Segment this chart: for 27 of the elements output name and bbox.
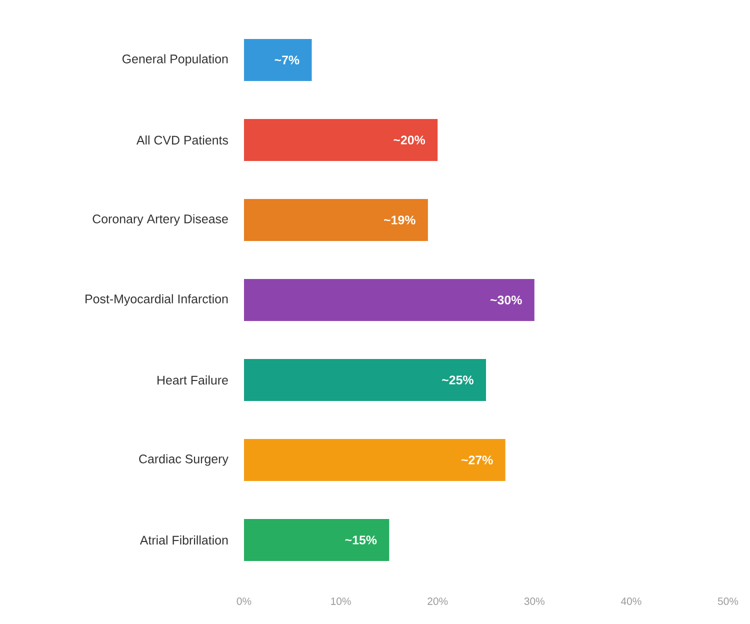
y-tick-label: Cardiac Surgery bbox=[139, 454, 228, 466]
bar bbox=[244, 439, 506, 482]
y-tick-label: General Population bbox=[122, 54, 228, 66]
bar bbox=[244, 359, 486, 402]
data-label: ~25% bbox=[442, 376, 474, 384]
y-tick-label: Post-Myocardial Infarction bbox=[86, 294, 228, 306]
y-tick-label: Heart Failure bbox=[158, 375, 228, 385]
x-tick-label: 40% bbox=[620, 598, 642, 605]
data-label: ~19% bbox=[384, 216, 416, 224]
data-label: ~7% bbox=[274, 56, 300, 64]
data-label: ~27% bbox=[461, 456, 493, 464]
bar bbox=[244, 279, 534, 322]
x-tick-label: 30% bbox=[524, 598, 544, 605]
y-tick-label: Coronary Artery Disease bbox=[92, 214, 228, 226]
bar bbox=[244, 39, 312, 82]
bar bbox=[244, 119, 438, 162]
x-tick-label: 0% bbox=[236, 598, 252, 605]
x-tick-label: 20% bbox=[428, 598, 448, 605]
x-tick-label: 50% bbox=[718, 598, 738, 605]
y-tick-label: All CVD Patients bbox=[136, 135, 228, 145]
data-label: ~20% bbox=[394, 136, 426, 144]
y-tick-label: Atrial Fibrillation bbox=[140, 535, 228, 545]
x-tick-label: 10% bbox=[331, 598, 351, 605]
data-label: ~15% bbox=[345, 536, 377, 544]
bar bbox=[244, 199, 428, 242]
data-label: ~30% bbox=[490, 296, 522, 304]
bar bbox=[244, 519, 390, 562]
